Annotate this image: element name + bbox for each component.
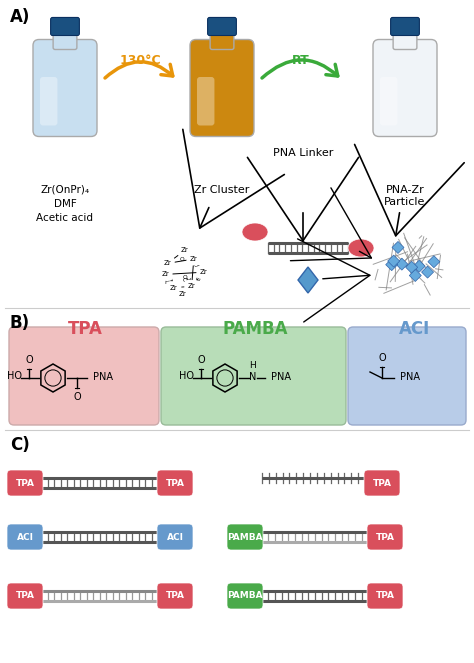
Text: PNA Linker: PNA Linker — [273, 148, 333, 158]
Text: ACI: ACI — [400, 320, 430, 338]
FancyBboxPatch shape — [51, 17, 79, 36]
FancyBboxPatch shape — [197, 77, 214, 125]
Text: B): B) — [10, 314, 30, 332]
FancyBboxPatch shape — [227, 524, 263, 550]
Text: HO: HO — [8, 371, 22, 381]
Text: O: O — [378, 353, 386, 363]
FancyBboxPatch shape — [391, 17, 419, 36]
Text: PAMBA: PAMBA — [222, 320, 288, 338]
FancyBboxPatch shape — [208, 17, 237, 36]
Ellipse shape — [242, 223, 268, 241]
Text: RT: RT — [292, 54, 310, 66]
Polygon shape — [406, 261, 418, 273]
FancyBboxPatch shape — [393, 29, 417, 50]
Text: O: O — [182, 275, 187, 280]
Text: Zr(OnPr)₄
DMF
Acetic acid: Zr(OnPr)₄ DMF Acetic acid — [36, 185, 93, 223]
Text: Zr: Zr — [188, 284, 195, 290]
Text: TPA: TPA — [375, 591, 394, 601]
Text: Zr: Zr — [179, 291, 187, 297]
FancyBboxPatch shape — [380, 77, 397, 125]
FancyBboxPatch shape — [7, 583, 43, 609]
FancyBboxPatch shape — [210, 29, 234, 50]
Text: PNA: PNA — [93, 372, 113, 382]
FancyBboxPatch shape — [157, 470, 193, 496]
FancyBboxPatch shape — [348, 327, 466, 425]
Text: PNA: PNA — [400, 372, 420, 382]
FancyBboxPatch shape — [190, 40, 254, 137]
Text: TPA: TPA — [165, 591, 184, 601]
FancyBboxPatch shape — [364, 470, 400, 496]
Text: Zr: Zr — [190, 256, 198, 262]
FancyBboxPatch shape — [157, 524, 193, 550]
Text: O: O — [196, 277, 201, 282]
Text: N: N — [249, 372, 257, 382]
FancyBboxPatch shape — [40, 77, 57, 125]
Ellipse shape — [348, 239, 374, 257]
Text: TPA: TPA — [165, 479, 184, 487]
Text: O: O — [197, 355, 205, 365]
Text: Zr: Zr — [181, 247, 189, 253]
FancyBboxPatch shape — [33, 40, 97, 137]
Text: PNA: PNA — [271, 372, 291, 382]
Text: OH: OH — [182, 278, 192, 284]
Text: Zr: Zr — [161, 271, 169, 277]
FancyBboxPatch shape — [157, 583, 193, 609]
Text: O: O — [25, 355, 33, 365]
Polygon shape — [409, 269, 421, 282]
Text: O: O — [194, 263, 198, 268]
Text: O: O — [73, 392, 81, 402]
Text: O: O — [176, 288, 181, 294]
Polygon shape — [386, 259, 398, 271]
FancyBboxPatch shape — [367, 524, 403, 550]
Text: Zr: Zr — [200, 269, 208, 275]
Text: 130°C: 130°C — [119, 54, 161, 66]
Text: TPA: TPA — [68, 320, 102, 338]
Text: H
O: H O — [179, 251, 184, 262]
Text: Zr: Zr — [170, 284, 178, 290]
Text: O: O — [167, 267, 172, 271]
Polygon shape — [396, 258, 408, 270]
Text: H: H — [250, 361, 256, 370]
Text: TPA: TPA — [16, 591, 35, 601]
Polygon shape — [392, 241, 404, 253]
FancyBboxPatch shape — [7, 524, 43, 550]
Text: HO: HO — [180, 371, 194, 381]
FancyBboxPatch shape — [7, 470, 43, 496]
Polygon shape — [298, 267, 318, 293]
Polygon shape — [413, 260, 425, 272]
FancyBboxPatch shape — [161, 327, 346, 425]
Text: HO: HO — [164, 280, 173, 284]
FancyBboxPatch shape — [367, 583, 403, 609]
Text: PAMBA: PAMBA — [227, 532, 263, 542]
FancyBboxPatch shape — [9, 327, 159, 425]
Text: TPA: TPA — [16, 479, 35, 487]
Text: A): A) — [10, 8, 30, 26]
Polygon shape — [428, 256, 440, 268]
Polygon shape — [388, 255, 400, 267]
FancyArrowPatch shape — [262, 60, 338, 78]
Text: C): C) — [10, 436, 30, 454]
Polygon shape — [421, 266, 434, 278]
Text: TPA: TPA — [375, 532, 394, 542]
Text: PAMBA: PAMBA — [227, 591, 263, 601]
Text: TPA: TPA — [373, 479, 392, 487]
FancyBboxPatch shape — [53, 29, 77, 50]
Text: PNA-Zr
Particle: PNA-Zr Particle — [384, 185, 426, 207]
FancyArrowPatch shape — [105, 62, 173, 78]
FancyBboxPatch shape — [373, 40, 437, 137]
Text: ACI: ACI — [17, 532, 34, 542]
Text: ACI: ACI — [166, 532, 183, 542]
FancyBboxPatch shape — [227, 583, 263, 609]
Text: Zr Cluster: Zr Cluster — [194, 185, 250, 195]
Text: Zr: Zr — [164, 261, 171, 267]
